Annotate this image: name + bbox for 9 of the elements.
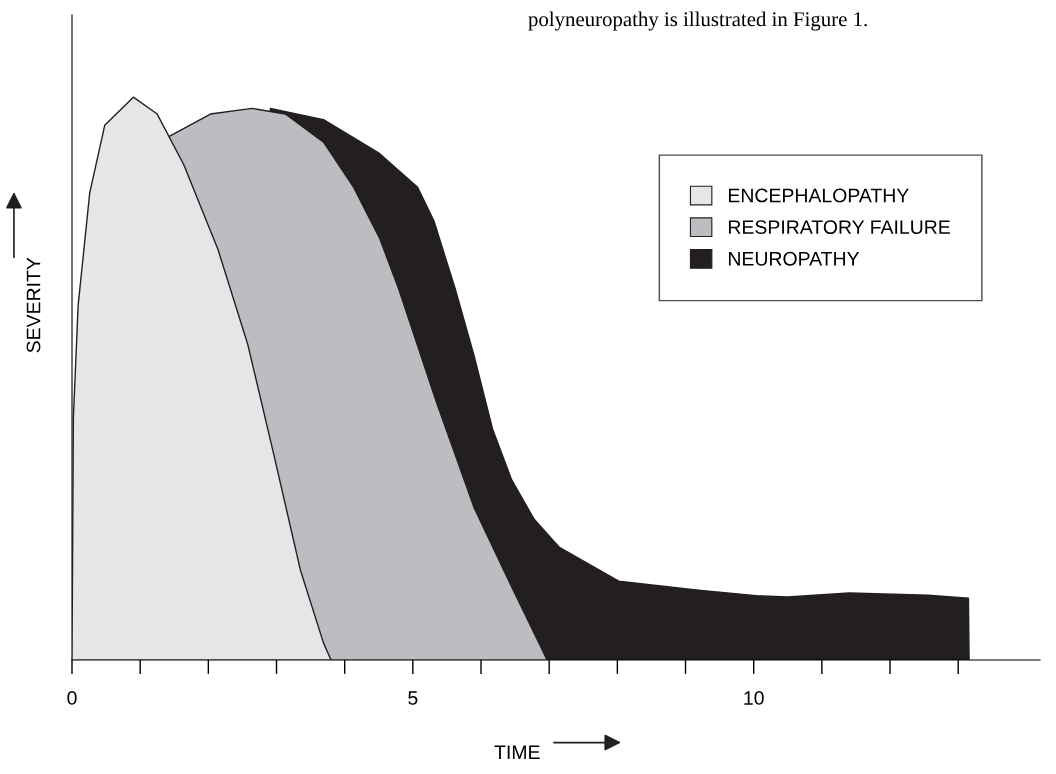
x-tick-label: 10 — [744, 691, 764, 705]
legend-label: RESPIRATORY FAILURE — [728, 220, 950, 234]
legend-label: NEUROPATHY — [728, 251, 860, 266]
y-axis-title: SEVERITY — [26, 257, 41, 353]
x-tick-label: 0 — [67, 691, 77, 705]
x-tick-label: 5 — [408, 691, 418, 705]
text: polyneuropathy is illustrated in Figure 1. — [528, 11, 867, 31]
x-axis-title: TIME — [494, 745, 540, 759]
legend-label: ENCEPHALOPATHY — [728, 188, 909, 203]
